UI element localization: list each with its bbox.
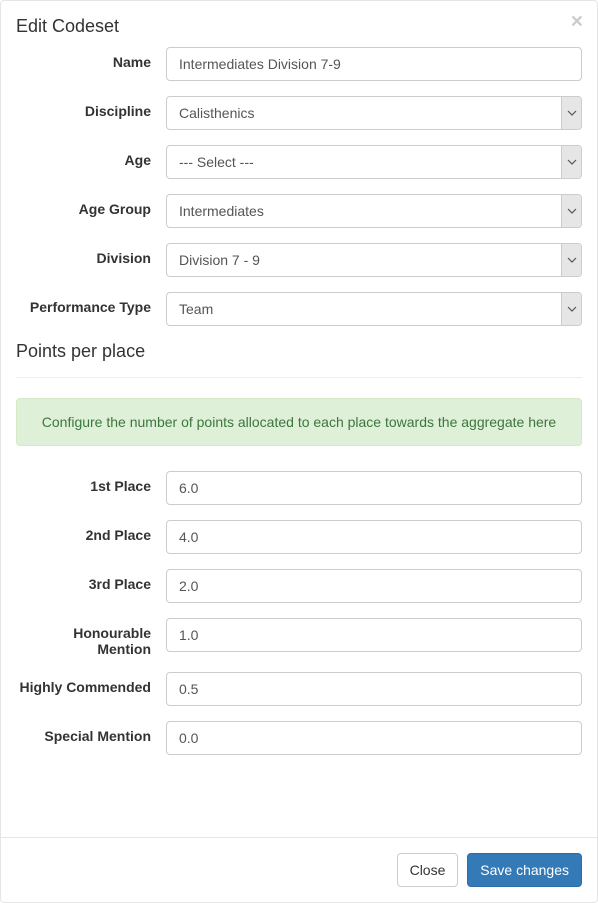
save-changes-button[interactable]: Save changes	[467, 853, 582, 887]
age-label: Age	[16, 145, 166, 179]
modal-header: Edit Codeset ×	[1, 1, 597, 47]
edit-codeset-modal: Edit Codeset × Name Discipline Calisthen…	[0, 0, 598, 903]
division-select[interactable]: Division 7 - 9	[166, 243, 582, 277]
honourable-mention-label: Honourable Mention	[16, 618, 166, 657]
field-age-group: Age Group Intermediates	[16, 194, 582, 228]
field-discipline: Discipline Calisthenics	[16, 96, 582, 130]
special-mention-input[interactable]	[166, 721, 582, 755]
2nd-place-label: 2nd Place	[16, 520, 166, 554]
age-group-label: Age Group	[16, 194, 166, 228]
close-button[interactable]: Close	[397, 853, 459, 887]
field-3rd-place: 3rd Place	[16, 569, 582, 603]
3rd-place-label: 3rd Place	[16, 569, 166, 603]
field-age: Age --- Select ---	[16, 145, 582, 179]
performance-type-select[interactable]: Team	[166, 292, 582, 326]
discipline-label: Discipline	[16, 96, 166, 130]
close-icon[interactable]: ×	[571, 11, 583, 32]
age-select[interactable]: --- Select ---	[166, 145, 582, 179]
age-group-select[interactable]: Intermediates	[166, 194, 582, 228]
field-honourable-mention: Honourable Mention	[16, 618, 582, 657]
performance-type-label: Performance Type	[16, 292, 166, 326]
honourable-mention-input[interactable]	[166, 618, 582, 652]
highly-commended-input[interactable]	[166, 672, 582, 706]
1st-place-input[interactable]	[166, 471, 582, 505]
field-2nd-place: 2nd Place	[16, 520, 582, 554]
1st-place-label: 1st Place	[16, 471, 166, 505]
highly-commended-label: Highly Commended	[16, 672, 166, 706]
modal-footer: Close Save changes	[1, 837, 597, 902]
field-1st-place: 1st Place	[16, 471, 582, 505]
field-name: Name	[16, 47, 582, 81]
points-info-alert: Configure the number of points allocated…	[16, 398, 582, 446]
special-mention-label: Special Mention	[16, 721, 166, 755]
3rd-place-input[interactable]	[166, 569, 582, 603]
modal-body: Name Discipline Calisthenics Age --- Sel…	[1, 47, 597, 837]
field-highly-commended: Highly Commended	[16, 672, 582, 706]
section-divider	[16, 377, 582, 378]
division-label: Division	[16, 243, 166, 277]
field-performance-type: Performance Type Team	[16, 292, 582, 326]
name-input[interactable]	[166, 47, 582, 81]
2nd-place-input[interactable]	[166, 520, 582, 554]
field-special-mention: Special Mention	[16, 721, 582, 755]
points-section-title: Points per place	[16, 341, 582, 362]
field-division: Division Division 7 - 9	[16, 243, 582, 277]
modal-title: Edit Codeset	[16, 16, 582, 37]
discipline-select[interactable]: Calisthenics	[166, 96, 582, 130]
name-label: Name	[16, 47, 166, 81]
